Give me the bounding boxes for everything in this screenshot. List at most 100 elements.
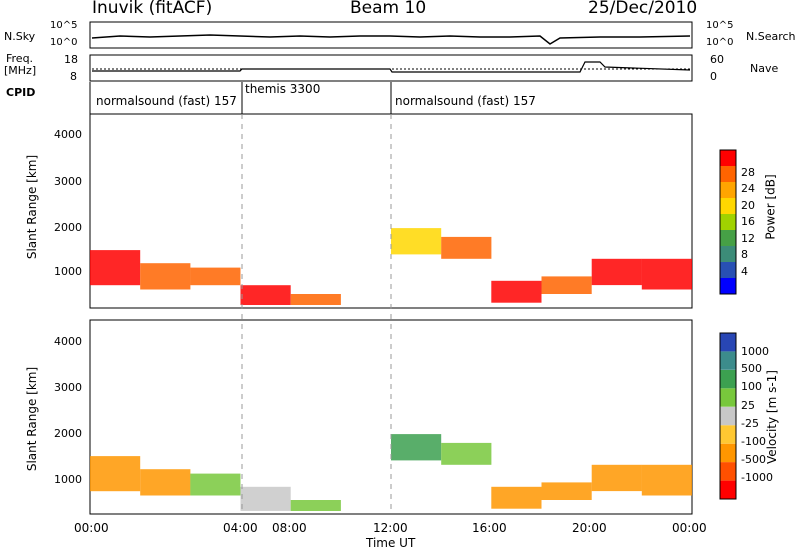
velocity-colorbar-segment [720, 425, 736, 444]
velocity-colorbar-tick: 25 [741, 399, 755, 412]
power-data-layer [90, 228, 692, 305]
nave-tick-high: 60 [710, 53, 724, 66]
power-echo-region [491, 280, 542, 303]
velocity-ytick: 2000 [54, 427, 82, 440]
power-echo-region [441, 236, 492, 259]
power-echo-region [290, 294, 341, 305]
velocity-colorbar-tick: -500 [741, 453, 766, 466]
freq-tick-high: 18 [64, 53, 78, 66]
velocity-colorbar-tick: -25 [741, 417, 759, 430]
velocity-colorbar-segment [720, 333, 736, 352]
velocity-panel-frame [89, 319, 693, 515]
power-colorbar-tick: 28 [741, 166, 755, 179]
power-echo-region [140, 263, 191, 290]
power-colorbar-tick: 8 [741, 248, 748, 261]
x-tick: 00:00 [74, 521, 109, 535]
date-title: 25/Dec/2010 [588, 0, 698, 18]
power-colorbar-tick: 24 [741, 182, 755, 195]
power-echo-region [240, 285, 291, 305]
velocity-echo-region [391, 434, 442, 461]
power-echo-region [190, 267, 241, 286]
freq-label: Freq. [6, 52, 34, 65]
x-tick: 00:00 [672, 521, 707, 535]
cpid-segment-3: normalsound (fast) 157 [395, 94, 536, 108]
power-colorbar-segment [720, 198, 736, 214]
velocity-echo-region [90, 456, 141, 492]
power-echo-region [391, 228, 442, 255]
velocity-colorbar [719, 332, 737, 500]
power-ytick: 3000 [54, 175, 82, 188]
power-colorbar-tick: 12 [741, 232, 755, 245]
velocity-echo-region [641, 464, 692, 496]
station-title: Inuvik (fitACF) [92, 0, 213, 18]
power-colorbar [719, 149, 737, 295]
velocity-colorbar-segment [720, 369, 736, 389]
velocity-echo-region [541, 482, 592, 500]
power-colorbar-segment [720, 278, 736, 294]
velocity-colorbar-segment [720, 462, 736, 481]
velocity-data-layer [90, 434, 692, 511]
velocity-colorbar-segment [720, 480, 736, 499]
nsearch-label: N.Search [746, 30, 796, 43]
velocity-colorbar-segment [720, 351, 736, 370]
nave-tick-low: 0 [710, 70, 717, 83]
nsky-tick-high: 10^5 [50, 20, 78, 31]
nsky-label: N.Sky [4, 30, 36, 43]
nsearch-tick-high: 10^5 [706, 20, 734, 31]
x-tick: 16:00 [472, 521, 507, 535]
velocity-colorbar-segment [720, 443, 736, 463]
power-colorbar-segment [720, 166, 736, 182]
velocity-ytick: 3000 [54, 381, 82, 394]
power-colorbar-segment [720, 246, 736, 262]
velocity-ytick: 4000 [54, 335, 82, 348]
freq-tick-low: 8 [70, 70, 77, 83]
x-tick: 04:00 [223, 521, 258, 535]
velocity-echo-region [591, 464, 642, 492]
velocity-echo-region [491, 486, 542, 509]
velocity-ytick: 1000 [54, 473, 82, 486]
beam-title: Beam 10 [350, 0, 427, 18]
velocity-colorbar-tick: 1000 [741, 345, 769, 358]
cpid-segment-2: themis 3300 [245, 82, 321, 96]
power-colorbar-segment [720, 182, 736, 198]
nsearch-tick-low: 10^0 [706, 37, 734, 48]
velocity-colorbar-frame [719, 332, 737, 500]
nsky-tick-low: 10^0 [50, 37, 78, 48]
nave-label: Nave [750, 62, 779, 75]
freq-unit-label: [MHz] [4, 64, 37, 77]
velocity-colorbar-tick: -1000 [741, 471, 773, 484]
power-ytick: 2000 [54, 221, 82, 234]
power-colorbar-tick: 4 [741, 265, 748, 278]
velocity-echo-region [190, 473, 241, 496]
velocity-echo-region [290, 500, 341, 511]
nsky-panel-frame [89, 21, 693, 49]
velocity-colorbar-segment [720, 388, 736, 407]
freq-panel-frame [89, 54, 693, 82]
power-colorbar-segment [720, 230, 736, 246]
velocity-colorbar-tick: -100 [741, 435, 766, 448]
power-echo-region [541, 276, 592, 294]
velocity-echo-region [140, 469, 191, 496]
power-echo-region [90, 250, 141, 286]
freq-trace [92, 61, 691, 73]
power-colorbar-segment [720, 150, 736, 166]
x-axis-label: Time UT [366, 536, 416, 550]
power-echo-region [641, 258, 692, 290]
power-ytick: 4000 [54, 128, 82, 141]
power-ytick: 1000 [54, 265, 82, 278]
power-echo-region [591, 258, 642, 286]
power-colorbar-frame [719, 149, 737, 295]
x-tick: 12:00 [373, 521, 408, 535]
velocity-colorbar-tick: 100 [741, 380, 762, 393]
velocity-colorbar-segment [720, 406, 736, 426]
cpid-segment-1: normalsound (fast) 157 [96, 94, 237, 108]
power-colorbar-tick: 16 [741, 215, 755, 228]
x-tick: 08:00 [272, 521, 307, 535]
velocity-echo-region [240, 486, 291, 511]
power-colorbar-segment [720, 214, 736, 230]
cpid-label: CPID [6, 86, 36, 99]
power-colorbar-segment [720, 262, 736, 278]
velocity-colorbar-tick: 500 [741, 362, 762, 375]
nsky-trace [91, 34, 691, 45]
